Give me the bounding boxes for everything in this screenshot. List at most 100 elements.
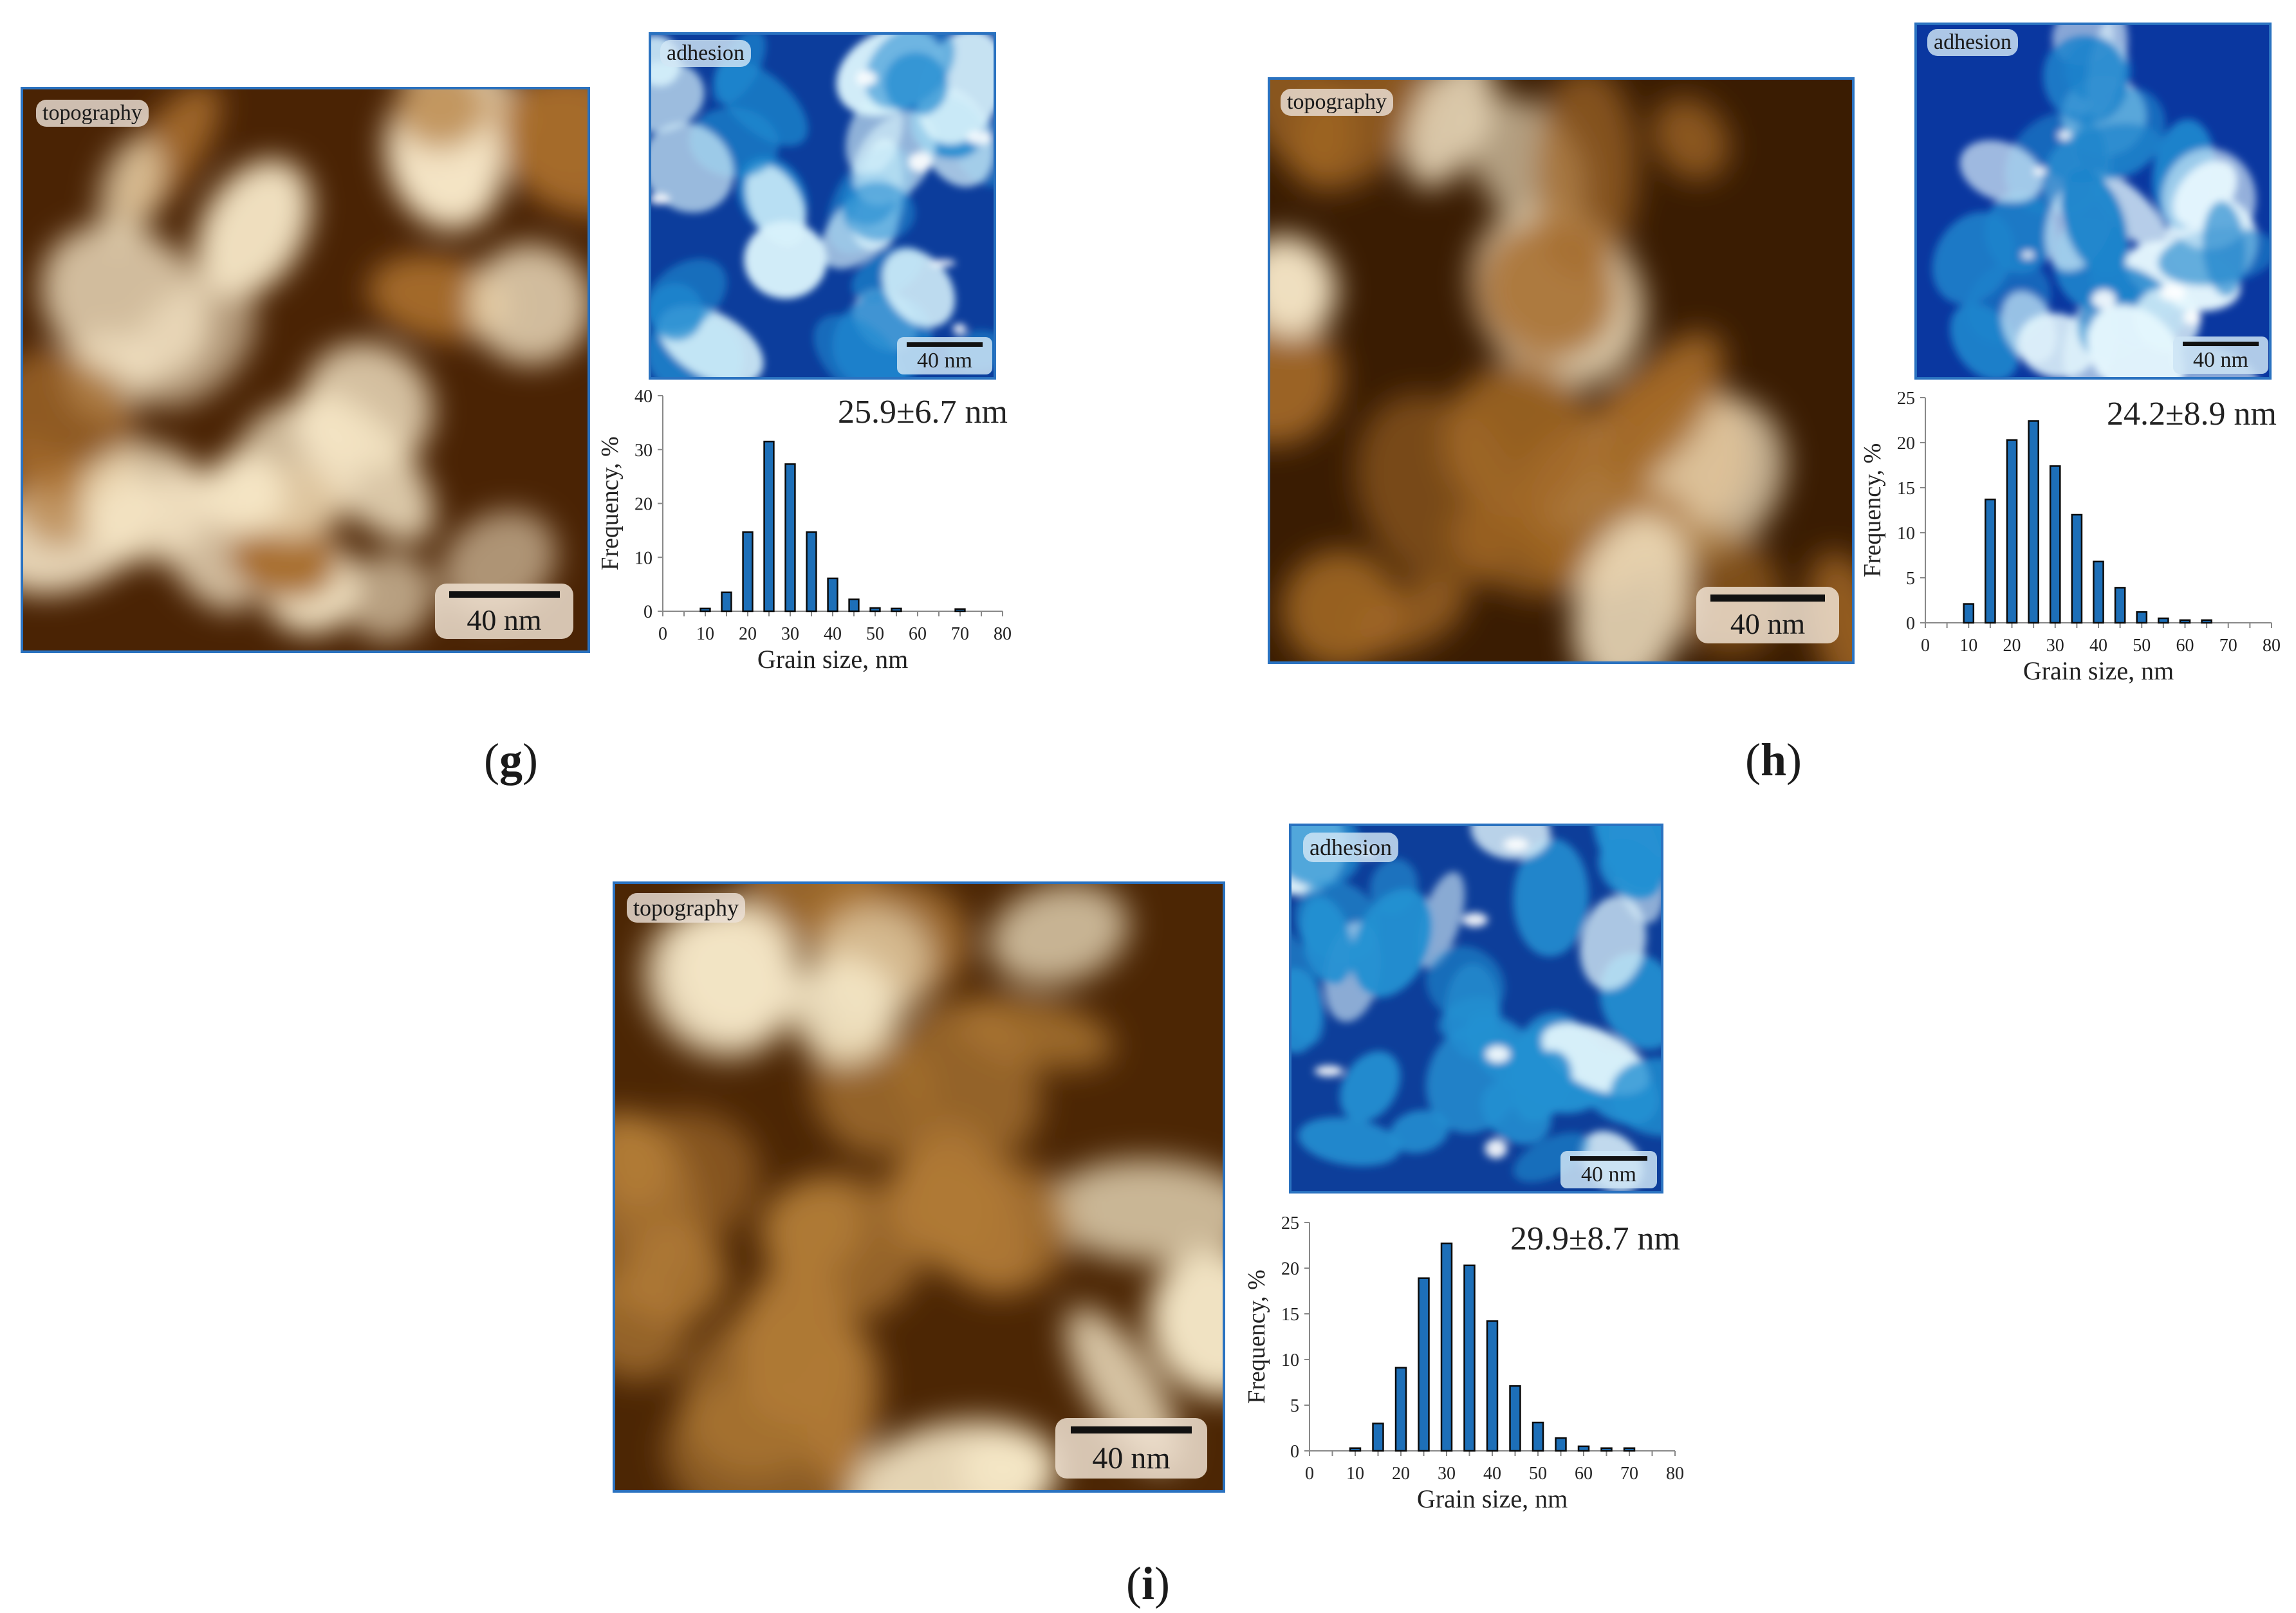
grain-blob [1449,502,1592,597]
histogram-bar [742,531,754,613]
x-tick-label: 80 [1666,1464,1684,1484]
grain-blob [196,159,311,299]
histogram-bar [848,598,860,613]
grain-blob [98,136,164,242]
x-tick-label: 40 [1483,1464,1501,1484]
adhesion-map-h [1917,25,2269,377]
grain-blob [1292,968,1322,1054]
grain-blob [1425,945,1505,1022]
x-tick-label: 10 [1959,636,1977,656]
grain-blob [1443,362,1594,518]
grain-blob [1298,1117,1401,1166]
topography-label-h: topography [1281,89,1393,116]
histogram-bar [2136,611,2148,624]
histogram-bar [784,463,796,613]
bright-spot [1462,912,1488,927]
adhesion-label-i: adhesion [1303,833,1398,862]
x-tick-label: 60 [1575,1464,1593,1484]
x-tick-label: 80 [994,624,1012,644]
x-tick-label: 50 [866,624,884,644]
grain-blob [1513,1132,1590,1183]
bright-spot [908,152,932,172]
histogram-bar [1555,1437,1567,1452]
adhesion-scale-label-h: 40 nm [2193,347,2248,372]
grain-blob [1389,1110,1449,1154]
x-tick-label: 50 [2133,636,2151,656]
grain-blob [1572,515,1690,661]
grain-blob [1290,80,1434,192]
bright-spot [1485,1138,1508,1159]
x-tick-label: 50 [1529,1464,1547,1484]
x-axis-label: Grain size, nm [757,645,908,674]
histogram-bar [1985,498,1996,624]
histogram-bar [2049,465,2061,624]
y-tick-label: 20 [1897,434,1915,454]
y-tick-label: 15 [1897,479,1915,499]
grain-blob [852,112,936,205]
histogram-bar [763,440,775,613]
grain-blob [1356,579,1467,654]
topography-label-g: topography [36,100,149,127]
histogram-bar [2093,560,2104,624]
x-axis-label: Grain size, nm [1417,1484,1568,1513]
grain-blob [469,244,588,365]
histogram-bar [1463,1264,1476,1452]
histogram-bar [1600,1447,1613,1452]
grain-blob [1932,212,2015,305]
grain-blob [651,60,705,133]
mean-size-annotation: 24.2±8.9 nm [2107,396,2277,432]
histogram-bar [2158,617,2169,624]
bright-spot [2033,166,2047,176]
histogram-bar [2201,619,2212,624]
grain-blob [651,122,734,213]
y-tick-label: 5 [1290,1396,1299,1416]
scale-bar-label-h: 40 nm [1730,607,1806,641]
grain-blob [1148,1249,1223,1397]
y-tick-label: 5 [1906,569,1915,589]
bright-spot [2091,290,2116,309]
x-tick-label: 20 [2003,636,2021,656]
grain-blob [766,1174,920,1320]
y-tick-label: 40 [634,387,653,407]
y-tick-label: 30 [634,441,653,461]
grain-blob [1609,1058,1661,1136]
caption-g: (g) [484,734,538,786]
grain-blob [988,884,1129,985]
grain-blob [940,1160,1074,1293]
histogram-bar [1963,603,1975,624]
adhesion-scale-bar-g: 40 nm [897,337,992,374]
y-tick-label: 15 [1281,1305,1299,1325]
grain-blob [712,35,766,104]
y-tick-label: 25 [1897,389,1915,409]
x-tick-label: 80 [2263,636,2281,656]
grain-blob [202,452,285,536]
adhesion-image-h: adhesion 40 nm [1914,23,2272,380]
y-tick-label: 0 [1906,614,1915,634]
y-tick-label: 10 [1897,524,1915,544]
histogram-bar [954,608,966,613]
scale-bar-label-i: 40 nm [1092,1441,1171,1476]
mean-size-annotation: 29.9±8.7 nm [1510,1221,1680,1257]
adhesion-scale-label-g: 40 nm [917,348,972,373]
adhesion-label-g: adhesion [660,40,751,67]
topography-image-i: topography 40 nm [613,881,1225,1493]
scale-bar-g: 40 nm [435,584,573,639]
topography-map-i [615,884,1223,1490]
caption-h: (h) [1745,734,1802,786]
histogram-bar [1623,1447,1636,1452]
adhesion-scale-bar-i: 40 nm [1560,1151,1657,1188]
bright-spot [2160,284,2185,301]
x-tick-label: 30 [781,624,799,644]
grain-blob [41,224,211,383]
grain-blob [1598,838,1661,901]
histogram-bar [2006,439,2018,624]
x-tick-label: 30 [2046,636,2064,656]
x-axis-label: Grain size, nm [2023,656,2174,685]
topography-map-g [23,89,588,650]
scale-bar-i: 40 nm [1055,1418,1207,1479]
grain-blob [882,248,956,327]
grain-blob [1476,219,1620,362]
grain-blob [864,35,956,109]
adhesion-scale-bar-h: 40 nm [2173,336,2268,374]
grain-blob [2043,33,2129,124]
